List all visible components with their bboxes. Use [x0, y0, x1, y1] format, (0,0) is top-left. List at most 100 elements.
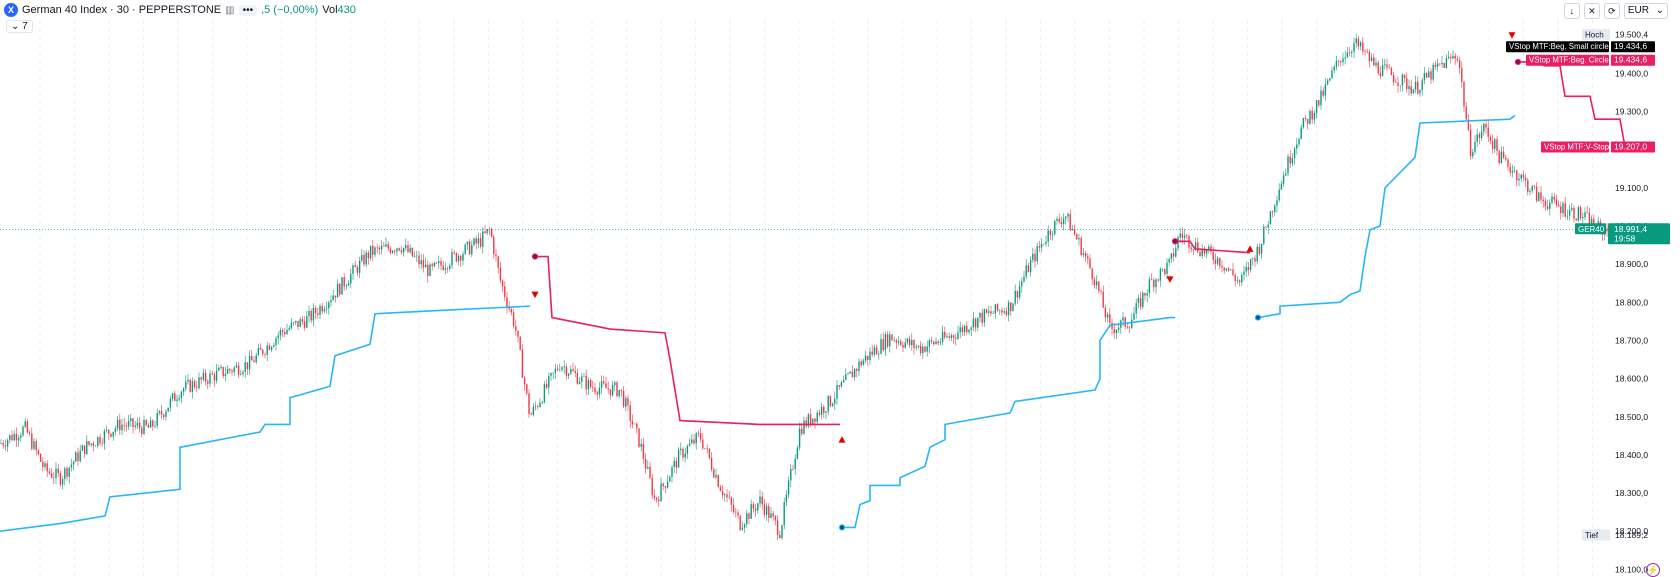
- candle-body: [1080, 238, 1082, 256]
- currency-label: EUR: [1627, 5, 1649, 16]
- candle-body: [1419, 90, 1421, 94]
- candle-body: [1344, 57, 1346, 59]
- candle-body: [361, 254, 363, 261]
- candle-body: [187, 379, 189, 382]
- candle-body: [521, 349, 524, 378]
- candle-body: [328, 302, 330, 309]
- candle-body: [1276, 200, 1278, 206]
- candle-body: [455, 253, 458, 262]
- candle-body: [1109, 314, 1111, 323]
- cross-icon[interactable]: ✕: [1583, 3, 1600, 19]
- candle-body: [1018, 286, 1021, 298]
- candle-body: [178, 398, 180, 400]
- candle-body: [904, 342, 906, 348]
- candle-body: [90, 443, 92, 445]
- candle-body: [1012, 303, 1014, 312]
- candle-body: [1509, 166, 1511, 173]
- candle-body: [620, 389, 623, 391]
- candle-body: [378, 247, 381, 250]
- candle-body: [517, 330, 519, 337]
- candle-body: [1032, 253, 1034, 261]
- candle-body: [1403, 74, 1406, 79]
- candle-body: [1346, 52, 1349, 58]
- low-tag: [1582, 529, 1610, 541]
- candle-body: [1142, 292, 1144, 307]
- bars-icon[interactable]: ▥: [225, 4, 235, 16]
- candle-body: [1443, 62, 1445, 69]
- candle-body: [1412, 89, 1415, 94]
- candle-body: [103, 430, 106, 444]
- candle-body: [583, 375, 585, 377]
- candle-body: [1126, 326, 1129, 328]
- candle-body: [334, 295, 337, 298]
- candle-body: [347, 283, 350, 286]
- candle-body: [805, 420, 807, 427]
- candle-body: [1410, 86, 1412, 94]
- candle-body: [94, 445, 97, 447]
- candle-body: [922, 346, 924, 354]
- candle-body: [81, 445, 84, 451]
- candle-body: [297, 320, 299, 327]
- reversal-dot: [531, 253, 539, 260]
- candle-body: [222, 366, 224, 377]
- candle-body: [1087, 256, 1089, 259]
- candle-body: [801, 428, 803, 434]
- candle-body: [856, 368, 858, 371]
- candle-body: [1379, 73, 1382, 77]
- candle-body: [383, 245, 385, 247]
- refresh-icon[interactable]: ⟳: [1603, 3, 1620, 19]
- candle-body: [554, 368, 557, 373]
- candle-body: [974, 318, 977, 328]
- candle-body: [919, 345, 922, 354]
- candle-body: [303, 321, 306, 328]
- candle-body: [774, 516, 777, 521]
- arrow-down-icon[interactable]: ↓: [1563, 3, 1580, 19]
- candle-body: [1278, 189, 1280, 201]
- candle-body: [1139, 297, 1142, 307]
- candle-body: [1243, 271, 1245, 275]
- candle-body: [730, 497, 733, 505]
- candle-body: [1357, 38, 1360, 47]
- candle-body: [1335, 60, 1338, 67]
- candle-body: [924, 346, 926, 352]
- candle-body: [545, 384, 548, 388]
- candle-body: [708, 448, 711, 458]
- candle-body: [435, 262, 438, 264]
- axis-tick-label: 18.100,0: [1615, 564, 1648, 574]
- candle-body: [948, 336, 950, 338]
- symbol-icon[interactable]: X: [4, 3, 18, 17]
- candle-body: [1582, 217, 1584, 219]
- candle-body: [268, 345, 271, 350]
- indicator-collapse-button[interactable]: ⌄ 7: [6, 20, 33, 33]
- chart-legend: X German 40 Index · 30 · PEPPERSTONE ▥ •…: [4, 3, 356, 17]
- candle-body: [53, 477, 55, 479]
- lightning-icon[interactable]: ⚡: [1646, 563, 1660, 577]
- candle-body: [77, 452, 79, 462]
- candle-body: [1091, 268, 1093, 280]
- candle-body: [1428, 71, 1430, 78]
- candle-body: [1340, 60, 1342, 63]
- candle-body: [444, 267, 447, 270]
- candle-body: [1333, 66, 1335, 71]
- candle-body: [1520, 174, 1522, 179]
- candle-body: [840, 382, 843, 387]
- currency-select[interactable]: EUR ⌄: [1623, 3, 1668, 19]
- more-menu-button[interactable]: •••: [238, 4, 258, 16]
- candle-body: [1159, 269, 1162, 281]
- candle-body: [743, 524, 746, 528]
- candle-body: [915, 346, 917, 348]
- candle-body: [1414, 81, 1417, 90]
- candle-body: [200, 377, 202, 380]
- symbol-tag: [1575, 223, 1606, 235]
- candle-body: [1304, 117, 1307, 119]
- candle-body: [567, 373, 570, 376]
- candle-body: [686, 445, 689, 454]
- candle-body: [594, 387, 596, 393]
- candle-body: [1089, 258, 1091, 269]
- candle-body: [600, 381, 603, 388]
- chart-title[interactable]: German 40 Index · 30 · PEPPERSTONE: [22, 4, 222, 16]
- candle-body: [1546, 206, 1549, 209]
- candle-body: [75, 452, 77, 462]
- candle-body: [1010, 302, 1012, 312]
